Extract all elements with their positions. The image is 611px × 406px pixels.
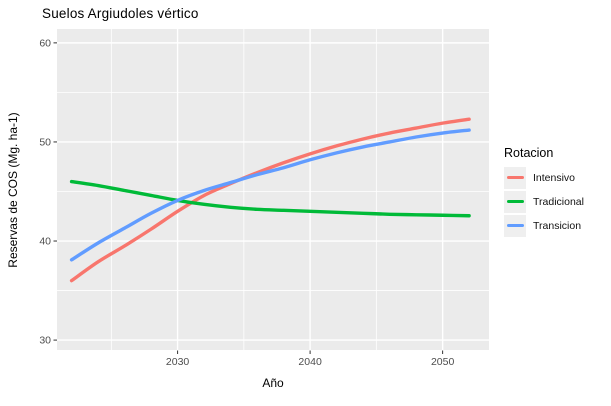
series-line-tradicional [69,179,471,218]
legend-item-label: Intensivo [533,171,576,184]
legend-key-swatch [504,214,526,237]
x-tick-label: 2040 [298,356,322,368]
legend: Rotacion Intensivo Tradicional Transicio… [504,146,610,238]
x-tick-label: 2030 [166,356,190,368]
y-tick-label: 30 [39,335,51,347]
line-swatch-icon [506,199,524,204]
series-line-intensivo [69,117,471,283]
legend-item-label: Tradicional [533,195,584,208]
line-swatch-icon [506,223,524,228]
y-tick-label: 40 [39,236,51,248]
y-tick-label: 60 [39,37,51,49]
x-axis-title: Año [262,376,284,390]
series-line-transicion [69,128,471,262]
legend-item-transicion: Transicion [504,214,610,237]
legend-item-tradicional: Tradicional [504,190,610,213]
legend-item-label: Transicion [533,219,582,232]
plot-panel [57,29,489,350]
line-swatch-icon [506,175,524,180]
x-tick-label: 2050 [431,356,455,368]
y-tick-label: 50 [39,136,51,148]
chart-title: Suelos Argiudoles vértico [42,6,199,21]
legend-item-intensivo: Intensivo [504,166,610,189]
legend-title: Rotacion [504,146,554,160]
legend-key-swatch [504,166,526,189]
legend-key-swatch [504,190,526,213]
y-axis-title: Reservas de COS (Mg. ha-1) [6,112,20,268]
